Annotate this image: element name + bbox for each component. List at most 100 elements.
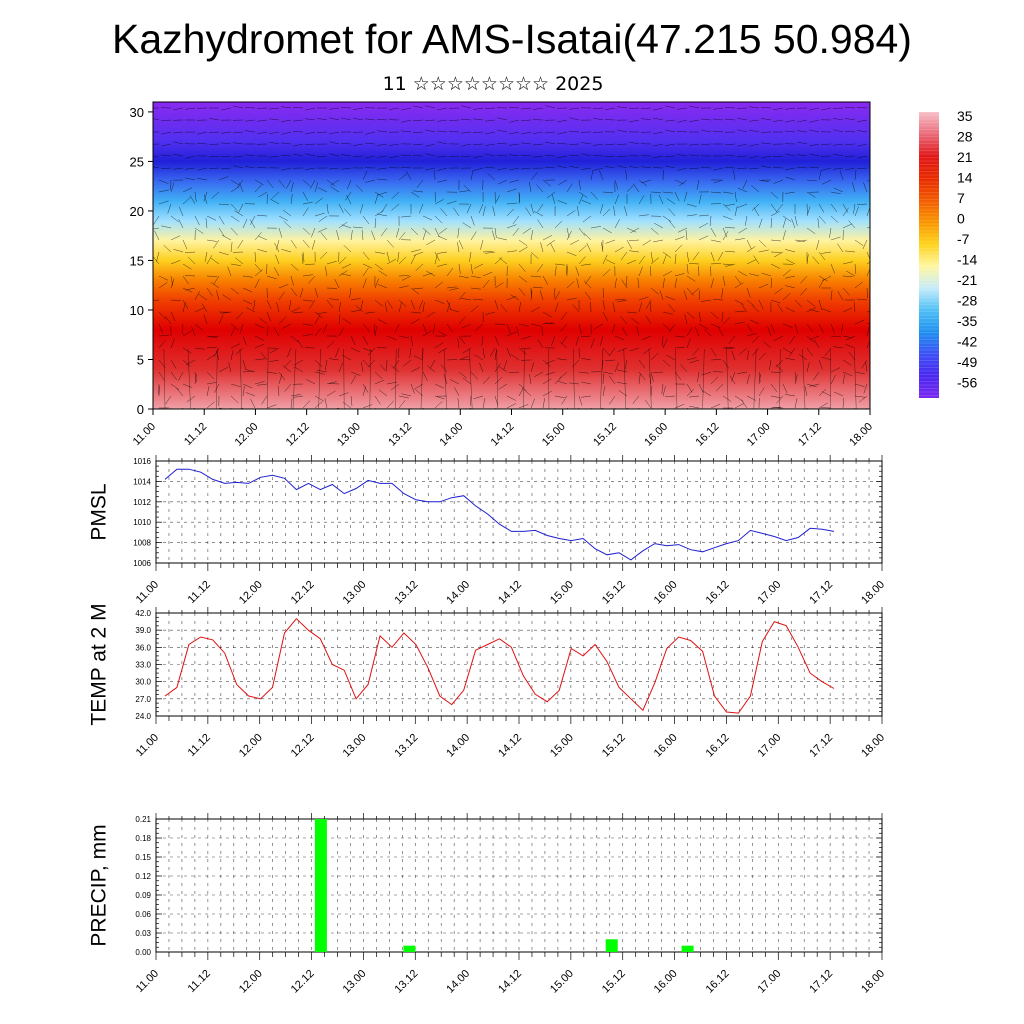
wind-barb bbox=[818, 323, 824, 334]
wind-barb bbox=[578, 191, 588, 198]
colorbar-labels: 35 28 21 14 7 0 -7 -14 -21 -28 -35 -42 -49 -56 bbox=[957, 108, 977, 391]
wind-barb bbox=[374, 371, 383, 379]
wind-barb bbox=[557, 165, 568, 169]
wind-barb bbox=[350, 395, 353, 406]
wind-barb bbox=[398, 285, 409, 289]
wind-barb bbox=[365, 131, 376, 135]
wind-barb bbox=[496, 142, 508, 145]
wind-barb bbox=[472, 143, 484, 145]
wind-barb bbox=[361, 229, 364, 241]
wind-barb bbox=[314, 287, 319, 298]
wind-barb bbox=[767, 326, 772, 337]
wind-barb bbox=[866, 268, 870, 277]
wind-barb bbox=[602, 299, 605, 310]
pmsl-y-tick-label: 1014 bbox=[133, 477, 151, 486]
wind-barb bbox=[545, 371, 556, 376]
wind-barb bbox=[482, 398, 486, 409]
wind-barb bbox=[692, 251, 700, 261]
wind-barb bbox=[845, 335, 856, 341]
wind-barb bbox=[170, 299, 182, 301]
wind-barb bbox=[494, 376, 503, 385]
wind-barb bbox=[590, 170, 594, 181]
wind-barb bbox=[290, 394, 301, 397]
wind-barb bbox=[384, 302, 388, 313]
wind-barb bbox=[249, 219, 256, 229]
temp-2m-y-tick-label: 30.0 bbox=[135, 678, 151, 687]
wind-barb bbox=[206, 382, 217, 385]
wind-barb bbox=[353, 143, 364, 146]
wind-barb bbox=[689, 154, 700, 157]
wind-barb bbox=[260, 352, 268, 361]
wind-barb bbox=[830, 335, 842, 338]
wind-barb bbox=[302, 191, 309, 201]
wind-barb bbox=[677, 107, 688, 110]
temp-2m-x-tick-label: 14.00 bbox=[444, 732, 472, 760]
wind-barb bbox=[173, 107, 184, 111]
wind-barb bbox=[813, 371, 820, 381]
wind-barb bbox=[857, 130, 868, 133]
wind-barb bbox=[494, 350, 497, 361]
wind-barb bbox=[338, 302, 341, 313]
wind-barb bbox=[785, 107, 796, 110]
wind-barb bbox=[645, 315, 652, 325]
wind-barb bbox=[374, 326, 378, 337]
wind-barb bbox=[446, 323, 453, 333]
wind-barb bbox=[317, 187, 328, 193]
wind-barb bbox=[389, 143, 400, 146]
wind-barb bbox=[326, 203, 329, 214]
wind-barb bbox=[254, 381, 265, 385]
wind-barb bbox=[434, 251, 440, 262]
wind-barb bbox=[422, 227, 431, 235]
wind-barb bbox=[206, 386, 210, 397]
wind-barb bbox=[530, 290, 533, 301]
wind-barb bbox=[858, 395, 868, 403]
wind-barb bbox=[668, 208, 676, 217]
wind-barb bbox=[449, 308, 460, 313]
wind-barb bbox=[367, 359, 376, 368]
temperature-field bbox=[153, 102, 870, 409]
wind-barb bbox=[772, 407, 784, 409]
precip-panel: 0.00 0.03 0.06 0.09 0.12 0.15 0.18 0.21 11.00 11.… bbox=[88, 813, 887, 996]
wind-barb bbox=[837, 291, 844, 301]
wind-barb bbox=[785, 249, 796, 253]
wind-barb bbox=[284, 383, 292, 392]
wind-barb bbox=[854, 169, 857, 181]
wind-barb bbox=[824, 347, 832, 357]
wind-barb bbox=[401, 393, 412, 397]
wind-barb bbox=[866, 326, 870, 337]
wind-barb bbox=[746, 374, 750, 385]
wind-barb bbox=[650, 191, 662, 193]
precip-grid bbox=[156, 819, 882, 952]
wind-barb bbox=[641, 335, 652, 341]
wind-barb bbox=[556, 143, 568, 145]
wind-barb bbox=[833, 153, 844, 157]
wind-barb bbox=[398, 347, 400, 359]
wind-barb bbox=[599, 203, 604, 214]
colorbar-label: -35 bbox=[957, 313, 977, 329]
wind-barb bbox=[398, 302, 402, 313]
wind-barb bbox=[314, 395, 324, 402]
wind-barb bbox=[341, 273, 352, 277]
wind-barb bbox=[470, 371, 478, 380]
wind-barb bbox=[664, 155, 676, 157]
wind-barb bbox=[662, 278, 665, 289]
wind-barb bbox=[470, 395, 472, 407]
wind-barb bbox=[346, 179, 352, 190]
wind-barb bbox=[316, 155, 328, 157]
wind-barb bbox=[722, 191, 733, 194]
wind-barb bbox=[494, 282, 504, 289]
wind-barb bbox=[601, 242, 604, 253]
wind-barb bbox=[710, 403, 721, 409]
temp-2m-grid bbox=[156, 613, 882, 716]
wind-barb bbox=[758, 179, 769, 183]
wind-barb bbox=[698, 235, 709, 241]
wind-barb bbox=[374, 194, 379, 205]
wind-barb bbox=[403, 359, 412, 367]
wind-barb bbox=[844, 131, 856, 133]
wind-barb bbox=[782, 215, 792, 222]
wind-barb bbox=[302, 333, 313, 337]
wind-barb bbox=[520, 347, 532, 349]
wind-barb bbox=[270, 347, 280, 354]
temp-2m-y-tick-label: 24.0 bbox=[135, 712, 151, 721]
wind-barb bbox=[305, 118, 316, 121]
